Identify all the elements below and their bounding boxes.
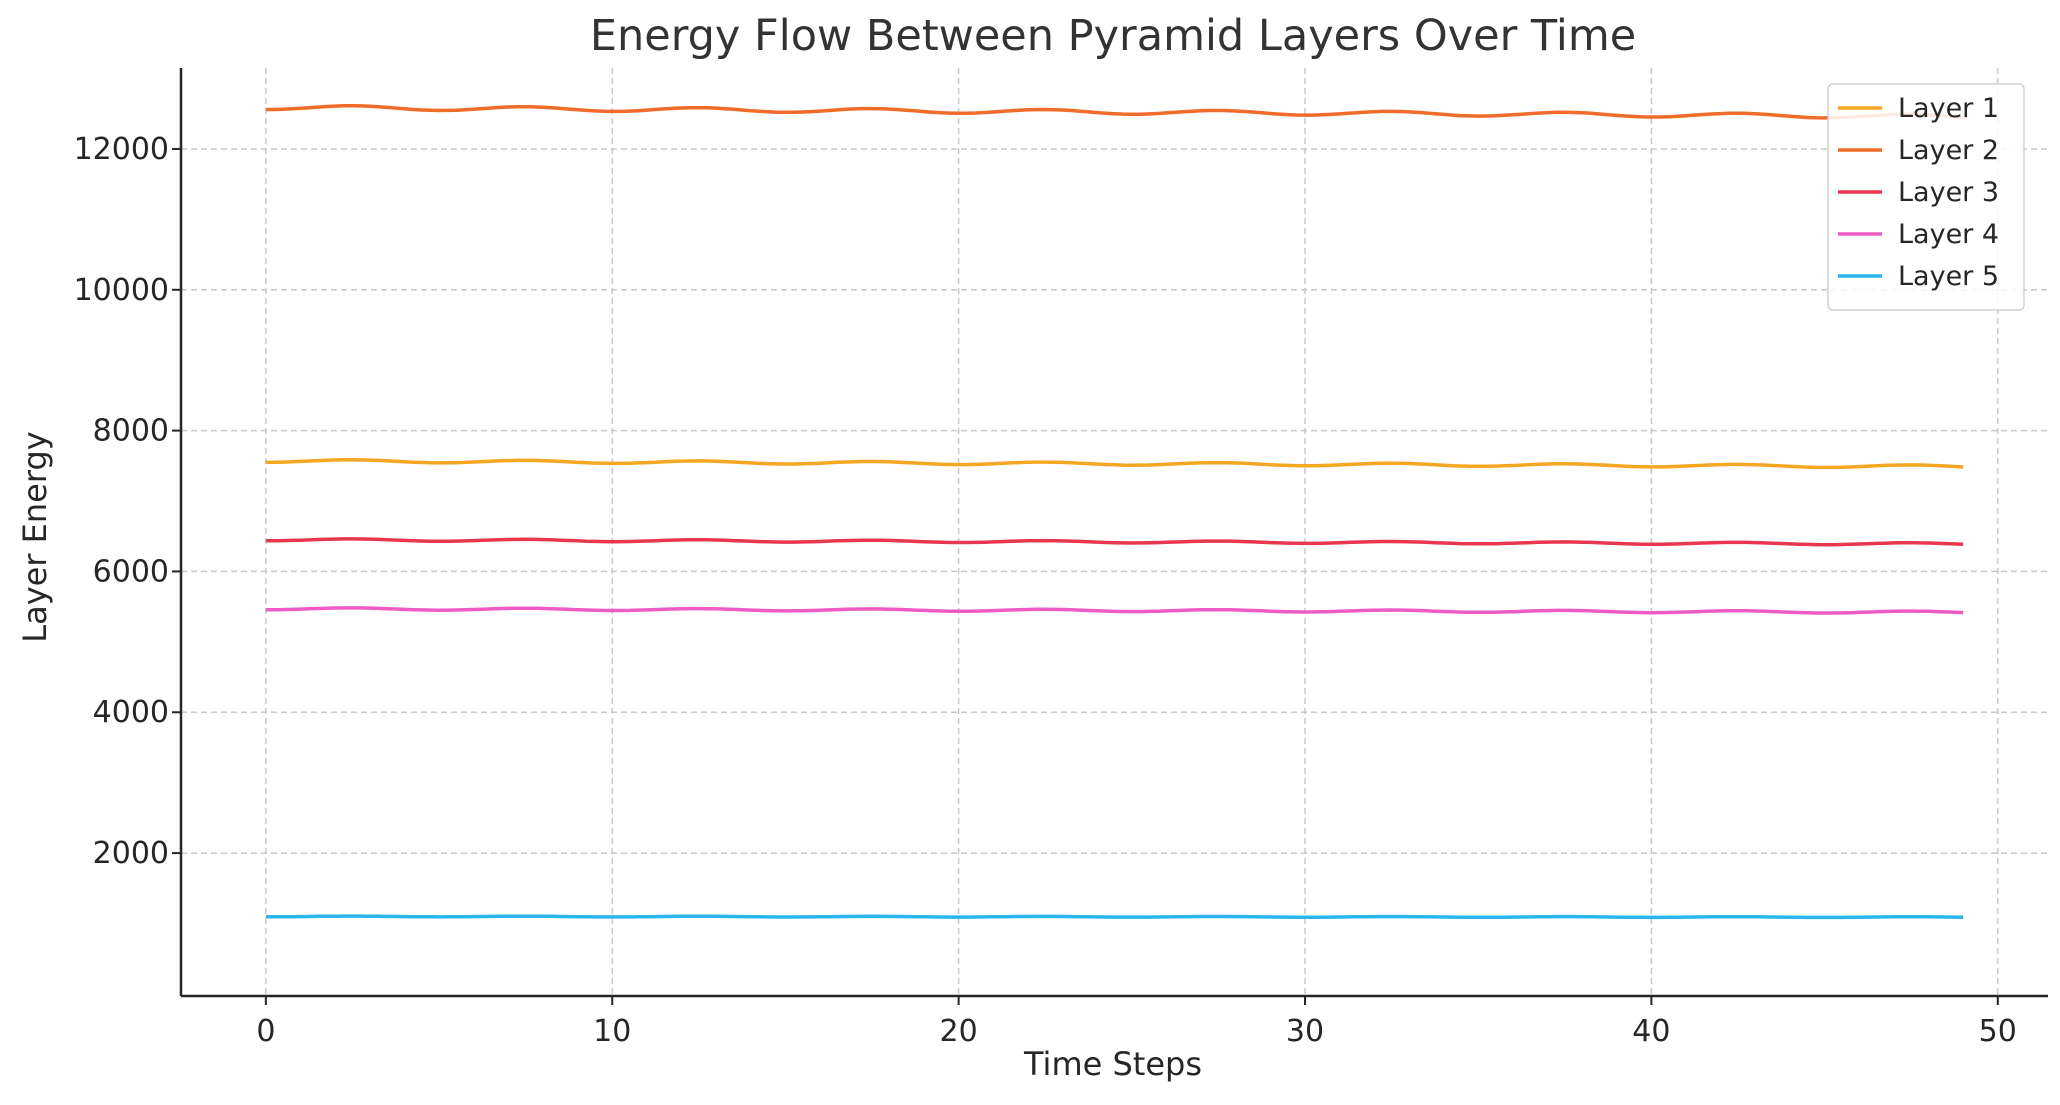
x-tick-label: 10 (593, 1014, 631, 1049)
y-tick-label: 6000 (93, 554, 169, 589)
series-line-2 (265, 104, 1964, 120)
legend-label: Layer 5 (1898, 261, 1999, 292)
x-tick-label: 0 (256, 1014, 275, 1049)
legend-box (1827, 83, 2025, 311)
y-tick-label: 2000 (93, 836, 169, 871)
chart-title: Energy Flow Between Pyramid Layers Over … (590, 11, 1636, 61)
legend-label: Layer 2 (1898, 135, 1999, 166)
series-lines (265, 104, 1964, 920)
series-line-3 (265, 537, 1964, 547)
series-line-4 (265, 606, 1964, 615)
legend-label: Layer 1 (1898, 93, 1999, 124)
x-tick-label: 40 (1632, 1014, 1670, 1049)
legend-label: Layer 4 (1898, 219, 1999, 250)
y-tick-label: 8000 (93, 414, 169, 449)
y-tick-label: 4000 (93, 695, 169, 730)
x-axis-label: Time Steps (1023, 1045, 1202, 1083)
x-tick-label: 20 (940, 1014, 978, 1049)
y-tick-label: 12000 (74, 132, 169, 167)
x-tick-label: 50 (1979, 1014, 2017, 1049)
series-line-5 (265, 914, 1964, 920)
axes (172, 68, 2048, 1005)
series-line-1 (265, 458, 1964, 470)
tick-labels: 0 10 20 30 40 50 2000 4000 6000 8000 10000 12000 (74, 132, 2017, 1049)
y-axis-label: Layer Energy (16, 431, 54, 642)
legend-label: Layer 3 (1898, 177, 1999, 208)
y-tick-label: 10000 (74, 273, 169, 308)
grid (181, 68, 2048, 996)
legend: Layer 1 Layer 2 Layer 3 Layer 4 Layer 5 (1827, 83, 2025, 311)
x-tick-label: 30 (1286, 1014, 1324, 1049)
